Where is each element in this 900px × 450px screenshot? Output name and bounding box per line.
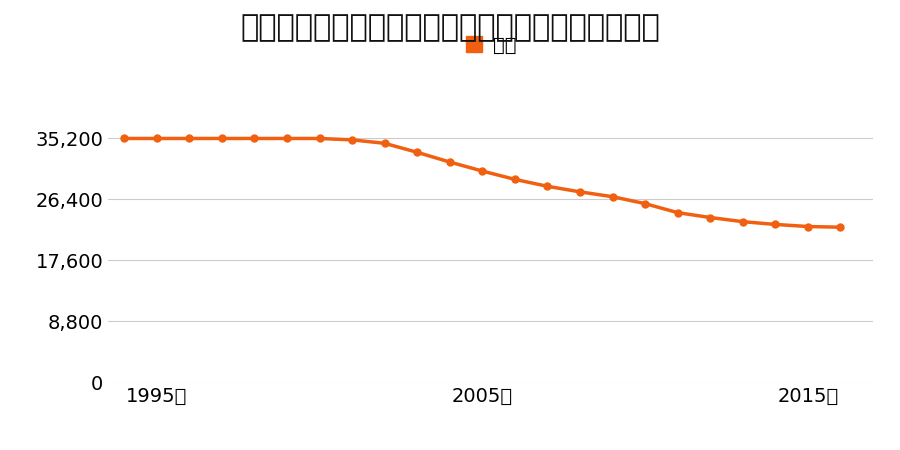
Text: 福島県田村郡三春町八島台５丁目６番６の地価推移: 福島県田村郡三春町八島台５丁目６番６の地価推移 — [240, 14, 660, 42]
Legend: 価格: 価格 — [456, 28, 525, 63]
